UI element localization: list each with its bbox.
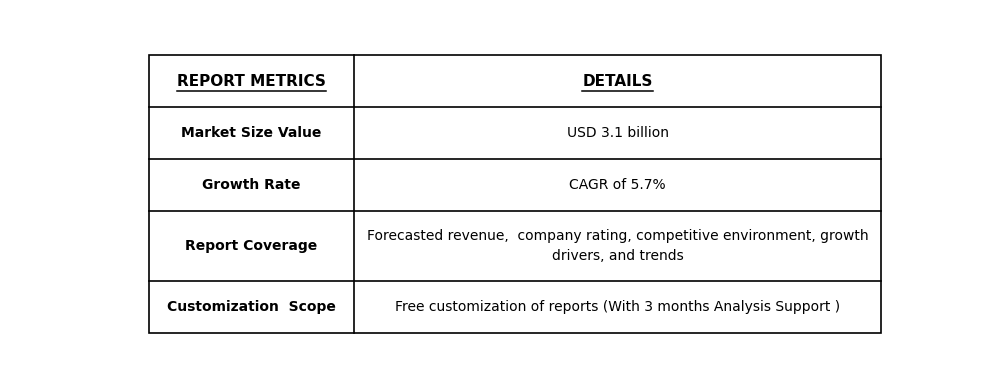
Text: Report Coverage: Report Coverage <box>185 239 318 253</box>
Text: Forecasted revenue,  company rating, competitive environment, growth
drivers, an: Forecasted revenue, company rating, comp… <box>367 229 868 263</box>
Text: USD 3.1 billion: USD 3.1 billion <box>567 126 668 140</box>
Text: CAGR of 5.7%: CAGR of 5.7% <box>569 178 666 192</box>
Text: DETAILS: DETAILS <box>582 73 653 88</box>
Text: REPORT METRICS: REPORT METRICS <box>177 73 326 88</box>
Text: Market Size Value: Market Size Value <box>181 126 322 140</box>
Text: Growth Rate: Growth Rate <box>202 178 300 192</box>
Text: Customization  Scope: Customization Scope <box>167 300 336 314</box>
Text: Free customization of reports (With 3 months Analysis Support ): Free customization of reports (With 3 mo… <box>395 300 840 314</box>
